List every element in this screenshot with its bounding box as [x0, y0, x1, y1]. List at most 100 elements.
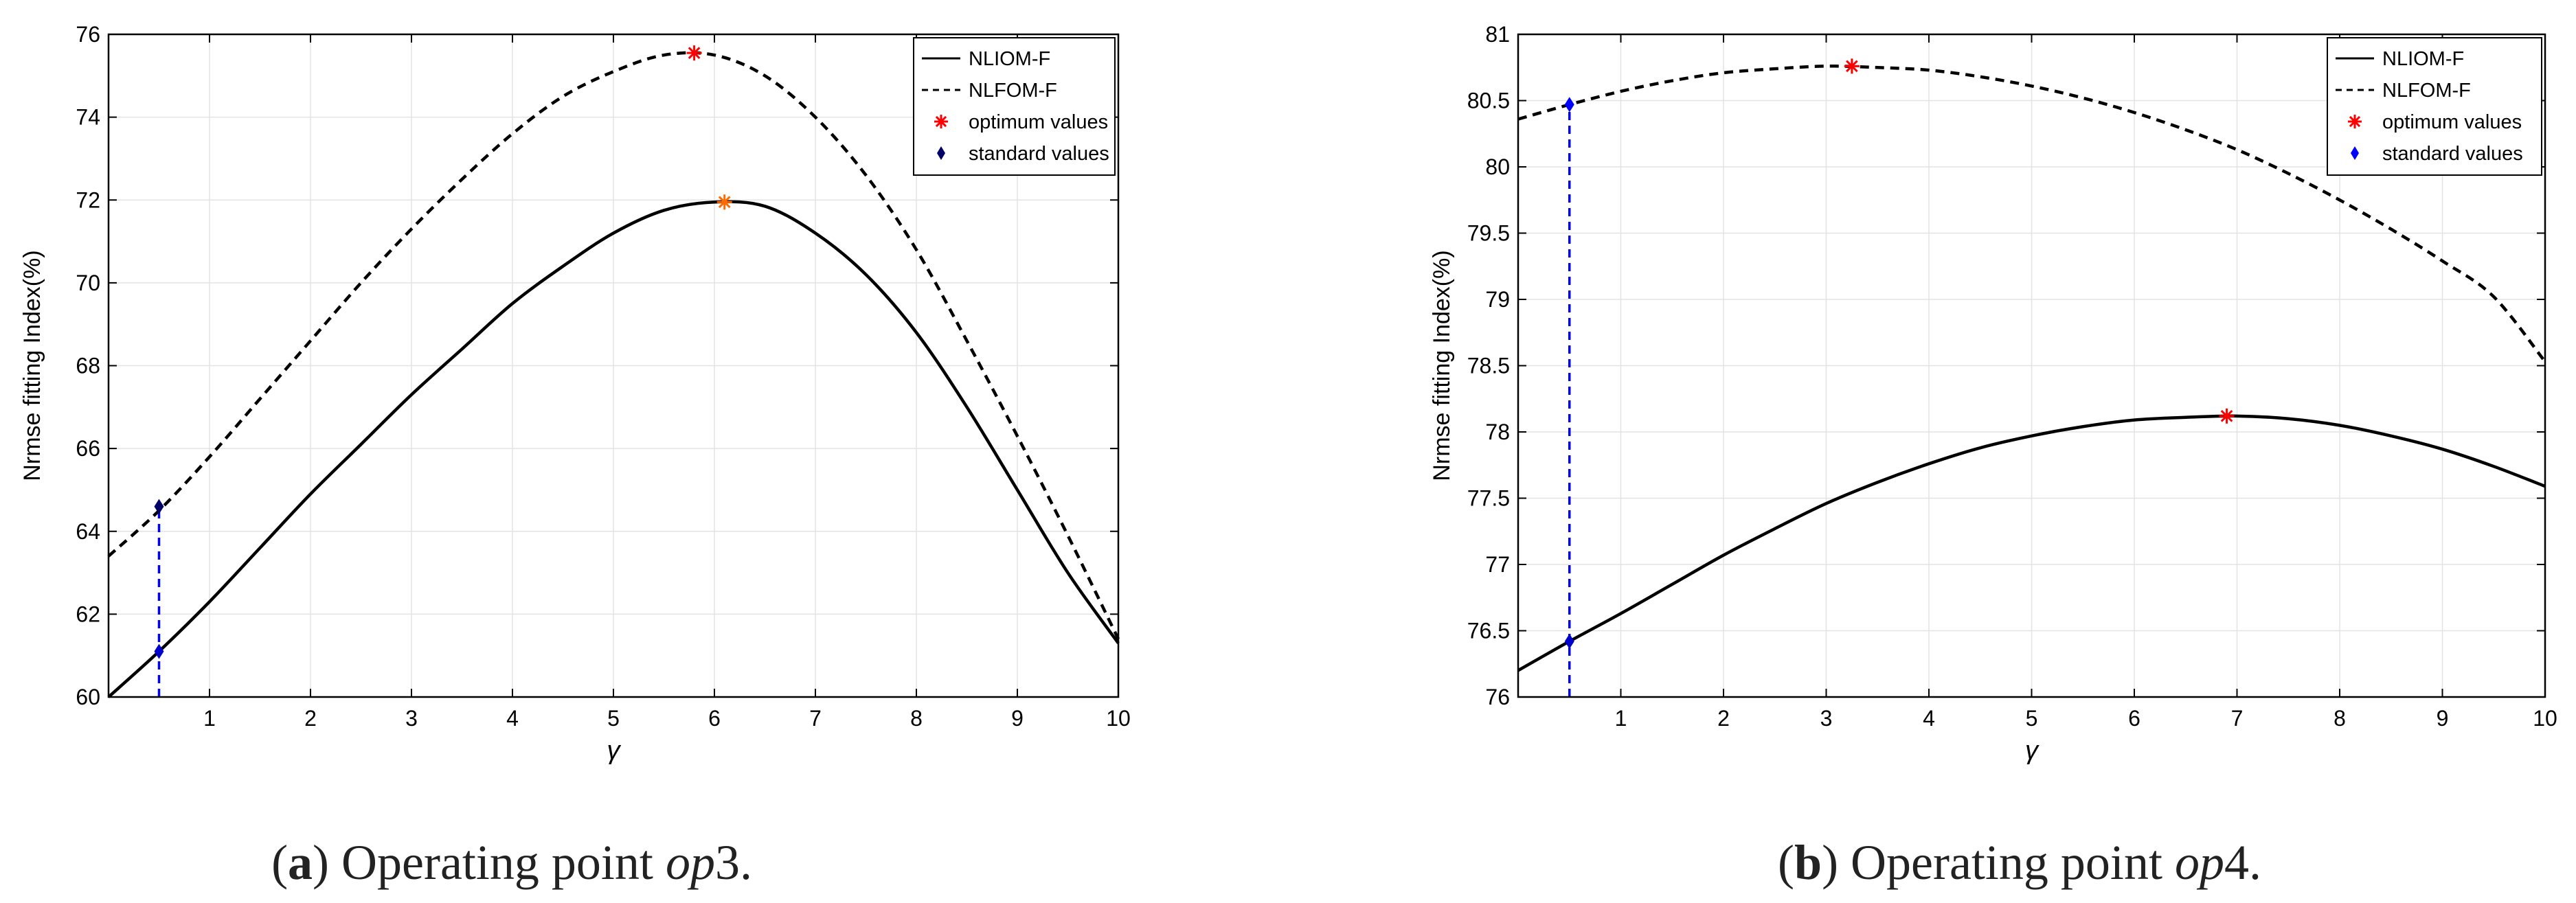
- optimum-marker: [716, 194, 732, 210]
- y-tick-label: 79.5: [1467, 221, 1510, 246]
- legend-label-nliom-b: NLIOM-F: [2382, 48, 2464, 70]
- y-tick-label: 78.5: [1467, 354, 1510, 378]
- y-tick-labels-a: 60 62 64 66 68 70 72 74 76: [76, 22, 100, 709]
- caption-a-num: 3.: [715, 835, 752, 890]
- y-tick-label: 80.5: [1467, 89, 1510, 113]
- series-b: [1517, 65, 2546, 672]
- x-axis-label-b: γ: [2025, 736, 2040, 765]
- x-tick-label: 8: [910, 706, 923, 731]
- legend-label-optimum-a: optimum values: [969, 111, 1108, 133]
- series-line-nliom-f: [107, 200, 1120, 698]
- legend-label-optimum-b: optimum values: [2382, 111, 2522, 133]
- legend-label-standard-b: standard values: [2382, 143, 2523, 165]
- legend-label-nlfom-a: NLFOM-F: [969, 80, 1057, 102]
- series-line-nlfom-f: [107, 51, 1120, 640]
- y-tick-label: 80: [1485, 155, 1510, 179]
- caption-b-op: op: [2175, 835, 2224, 890]
- legend-b: NLIOM-F NLFOM-F optimum values standard …: [2327, 37, 2542, 176]
- caption-a-op: op: [666, 835, 715, 890]
- y-tick-label: 76: [1485, 685, 1510, 709]
- standard-marker: [1564, 97, 1574, 113]
- legend-star: [2348, 115, 2362, 128]
- ticks-b: [1518, 34, 2546, 698]
- caption-a-label: a: [288, 835, 313, 890]
- y-tick-label: 76.5: [1467, 619, 1510, 643]
- legend-star-stroke: [935, 115, 947, 128]
- y-tick-labels-b: 76 76.5 77 77.5 78 78.5 79 79.5 80 80.5 81: [1467, 22, 1510, 709]
- caption-a-text: ) Operating point: [313, 835, 666, 890]
- caption-a: (a) Operating point op3.: [271, 835, 752, 890]
- x-tick-label: 1: [1615, 706, 1627, 731]
- x-tick-label: 4: [1923, 706, 1935, 731]
- legend-star: [934, 115, 948, 128]
- x-tick-label: 10: [1106, 706, 1131, 731]
- series-a: [107, 51, 1120, 698]
- legend-star-stroke: [2349, 115, 2361, 128]
- optimum-marker: [1844, 58, 1860, 74]
- x-tick-label: 5: [607, 706, 620, 731]
- y-tick-label: 81: [1485, 22, 1510, 47]
- legend-box-a: [913, 37, 1116, 176]
- x-tick-label: 8: [2334, 706, 2346, 731]
- x-tick-label: 3: [1820, 706, 1833, 731]
- legend-label-standard-a: standard values: [969, 143, 1109, 165]
- x-tick-label: 6: [708, 706, 721, 731]
- y-tick-label: 68: [76, 354, 100, 378]
- caption-b-label: b: [1794, 835, 1822, 890]
- markers-a: [154, 45, 732, 659]
- x-tick-label: 7: [2231, 706, 2244, 731]
- caption-b-num: 4.: [2224, 835, 2261, 890]
- x-tick-label: 6: [2128, 706, 2140, 731]
- x-tick-label: 9: [2437, 706, 2449, 731]
- series-line-nlfom-f: [1517, 65, 2546, 363]
- caption-b-text: ) Operating point: [1822, 835, 2175, 890]
- y-tick-label: 76: [76, 22, 100, 47]
- x-tick-label: 2: [1717, 706, 1730, 731]
- optimum-marker-stroke: [2220, 410, 2233, 422]
- y-tick-label: 70: [76, 271, 100, 295]
- standard-marker: [154, 643, 164, 659]
- legend-a: NLIOM-F NLFOM-F optimum values standard …: [913, 37, 1116, 176]
- caption-b: (b) Operating point op4.: [1778, 835, 2261, 890]
- legend-label-nlfom-b: NLFOM-F: [2382, 80, 2471, 102]
- caption-a-paren-open: (: [271, 835, 288, 890]
- x-tick-label: 10: [2533, 706, 2557, 731]
- series-line-nliom-f: [1517, 414, 2546, 672]
- x-tick-label: 5: [2026, 706, 2038, 731]
- x-tick-label: 2: [304, 706, 317, 731]
- y-tick-label: 60: [76, 685, 100, 709]
- y-tick-label: 66: [76, 436, 100, 461]
- optimum-marker: [2219, 408, 2235, 424]
- panel-a: 1 2 3 4 5 6 7 8 9 10 60 62 64 66 68 70 72 74 76 γ Nrmse f…: [19, 22, 1131, 890]
- optimum-marker-stroke: [718, 196, 731, 209]
- x-tick-label: 4: [506, 706, 519, 731]
- standard-marker: [1564, 633, 1574, 649]
- x-axis-label-a: γ: [607, 736, 622, 765]
- y-axis-label-b: Nrmse fitting Index(%): [1429, 250, 1455, 481]
- y-tick-label: 77.5: [1467, 486, 1510, 511]
- x-tick-labels-b: 1 2 3 4 5 6 7 8 9 10: [1615, 706, 2557, 731]
- markers-b: [1564, 58, 2235, 649]
- y-tick-label: 72: [76, 187, 100, 212]
- caption-b-paren-open: (: [1778, 835, 1794, 890]
- x-tick-label: 3: [405, 706, 418, 731]
- optimum-marker-stroke: [688, 47, 701, 59]
- y-tick-label: 74: [76, 105, 100, 130]
- y-tick-label: 62: [76, 602, 100, 626]
- legend-standard-marker-b: [2351, 146, 2359, 160]
- optimum-marker-stroke: [1846, 60, 1858, 73]
- legend-optimum-marker-b: [2348, 115, 2362, 128]
- x-tick-label: 1: [203, 706, 216, 731]
- optimum-marker: [686, 45, 702, 61]
- y-axis-label-a: Nrmse fitting Index(%): [19, 250, 45, 481]
- y-tick-label: 64: [76, 519, 100, 544]
- y-tick-label: 78: [1485, 420, 1510, 444]
- x-tick-label: 9: [1011, 706, 1024, 731]
- x-tick-labels-a: 1 2 3 4 5 6 7 8 9 10: [203, 706, 1131, 731]
- ticks-a: [109, 34, 1119, 698]
- legend-label-nliom-a: NLIOM-F: [969, 48, 1050, 70]
- standard-marker: [154, 499, 164, 514]
- legend-standard-marker-a: [937, 146, 945, 160]
- x-tick-label: 7: [809, 706, 822, 731]
